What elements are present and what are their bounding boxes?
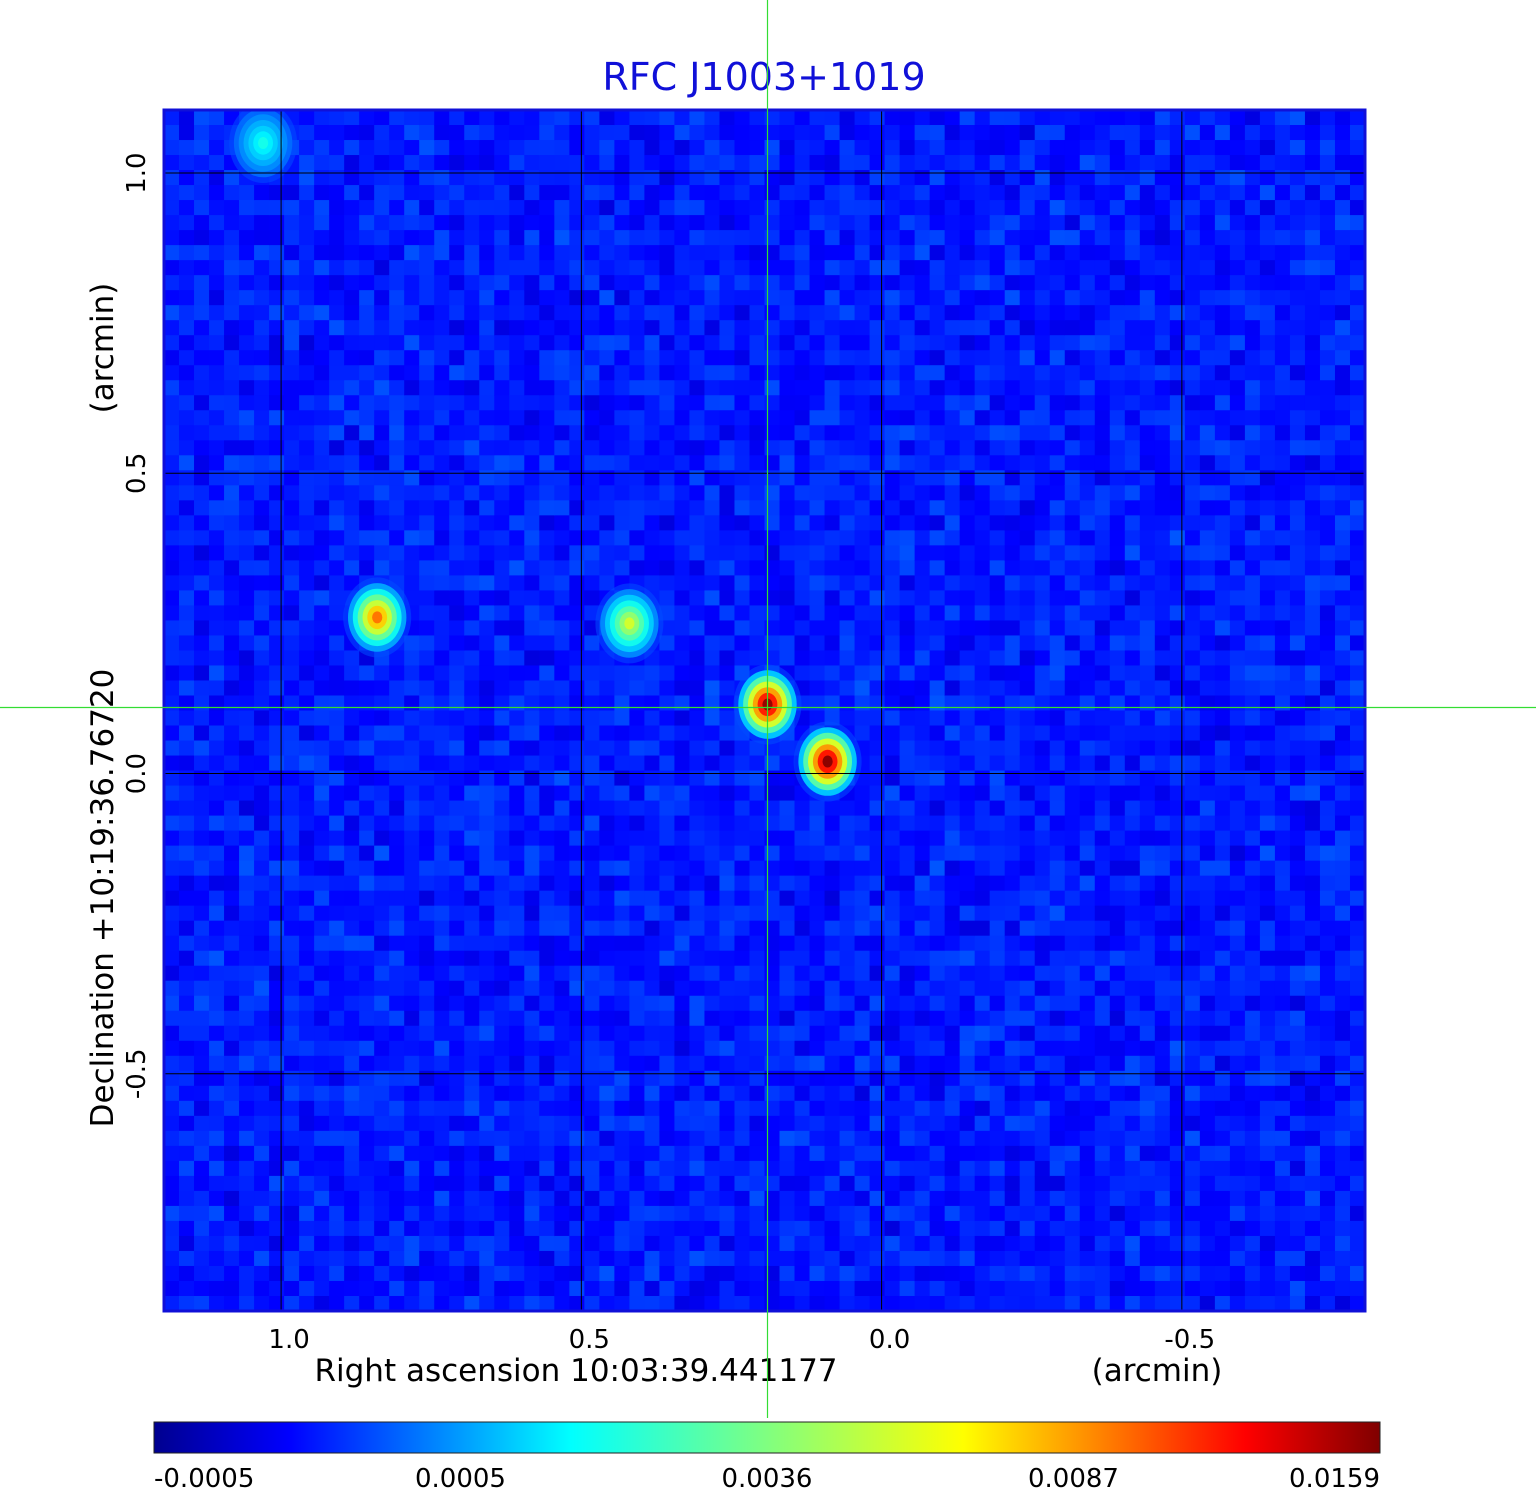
x-axis-label: Right ascension 10:03:39.441177 (314, 1353, 837, 1389)
colorbar (153, 1421, 1381, 1454)
source-2 (595, 583, 664, 664)
colorbar-tick-label-0: -0.0005 (154, 1464, 254, 1494)
source-1 (343, 577, 412, 658)
crosshair (0, 0, 1536, 1418)
x-axis-unit: (arcmin) (1092, 1353, 1223, 1389)
y-axis-unit: (arcmin) (85, 283, 121, 414)
colorbar-tick-label-2: 0.0036 (722, 1464, 813, 1494)
plot-area[interactable] (164, 103, 1366, 1312)
colorbar-tick-label-4: 0.0159 (1289, 1464, 1380, 1494)
x-tick-label-2: 0.0 (869, 1325, 910, 1355)
plot-frame (162, 108, 1367, 1313)
x-tick-label-1: 0.5 (569, 1325, 610, 1355)
y-tick-label-0: 1.0 (122, 152, 152, 193)
y-tick-labels: 1.0 0.5 0.0 -0.5 (122, 152, 152, 1099)
radio-sources (229, 110, 862, 802)
y-tick-label-3: -0.5 (122, 1048, 152, 1099)
colorbar-tick-labels: -0.0005 0.0005 0.0036 0.0087 0.0159 (154, 1464, 1380, 1494)
x-tick-labels: 1.0 0.5 0.0 -0.5 (268, 1325, 1215, 1355)
y-axis-label: Declination +10:19:36.76720 (85, 669, 121, 1128)
source-4 (793, 721, 862, 802)
x-tick-label-3: -0.5 (1164, 1325, 1215, 1355)
colorbar-tick-label-1: 0.0005 (415, 1464, 506, 1494)
source-5 (229, 110, 298, 183)
grid-lines (164, 110, 1365, 1311)
y-tick-label-2: 0.0 (122, 753, 152, 794)
x-tick-label-0: 1.0 (268, 1325, 309, 1355)
y-tick-label-1: 0.5 (122, 453, 152, 494)
chart-title: RFC J1003+1019 (602, 55, 925, 99)
colorbar-tick-label-3: 0.0087 (1028, 1464, 1119, 1494)
